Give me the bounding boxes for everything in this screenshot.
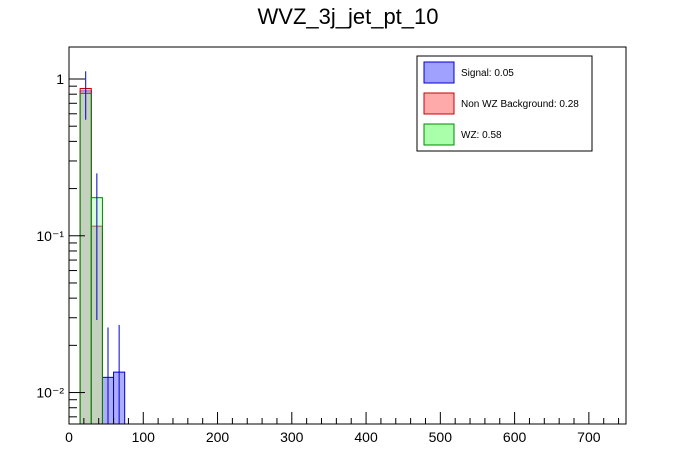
x-tick-label: 300: [280, 429, 304, 445]
x-tick-label: 200: [206, 429, 230, 445]
bar-s3-1: [79, 92, 92, 425]
x-tick-label: 400: [354, 429, 378, 445]
legend-swatch-3: [423, 123, 455, 146]
legend-label-3: WZ: 0.58: [461, 130, 502, 141]
x-tick-label: 500: [429, 429, 453, 445]
x-tick-label: 700: [577, 429, 601, 445]
x-tick-label: 0: [65, 429, 73, 445]
y-tick-label: 10⁻¹: [36, 228, 64, 244]
axes: 0 100 200 300 400 500 600 700 10⁻² 10⁻¹ 1: [36, 46, 627, 445]
legend-swatch-2: [423, 92, 455, 115]
legend-label-2: Non WZ Background: 0.28: [461, 99, 579, 110]
x-tick-label: 600: [503, 429, 527, 445]
chart-title: WVZ_3j_jet_pt_10: [258, 4, 439, 29]
y-tick-label: 1: [56, 71, 64, 87]
legend: Signal: 0.05 Non WZ Background: 0.28 WZ: 0…: [416, 55, 593, 152]
legend-swatch-1: [423, 61, 455, 84]
x-tick-label: 100: [132, 429, 156, 445]
y-tick-label: 10⁻²: [36, 385, 64, 401]
legend-label-1: Signal: 0.05: [461, 68, 514, 79]
